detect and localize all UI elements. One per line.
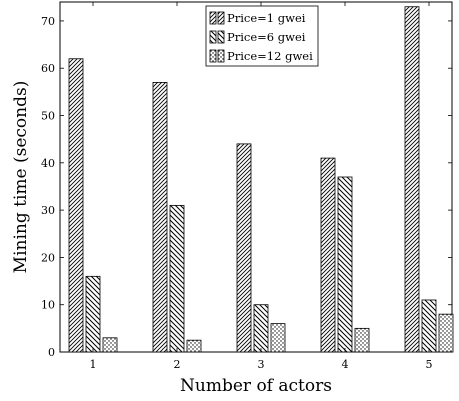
y-axis-ticks: 0 10 20 30 40 50 60 70 [41,15,452,359]
x-axis-title: Number of actors [180,376,332,396]
bar-3-cat-3 [270,323,286,353]
y-tick-label: 10 [41,299,55,312]
legend-swatch-1 [209,11,217,25]
bar-3-cat-1 [102,337,118,353]
bar-3-cat-5 [438,313,454,353]
bar-1-cat-3 [236,143,252,353]
bar-2-cat-4 [337,176,353,353]
bar-1-cat-1 [68,58,84,353]
y-tick-label: 50 [41,110,55,123]
legend-swatch-2b [217,30,225,44]
bar-2-cat-2 [169,204,185,353]
y-tick-label: 0 [48,346,55,359]
legend-label-2: Price=6 gwei [227,30,306,44]
legend-label-3: Price=12 gwei [227,49,313,63]
legend: Price=1 gwei Price=6 gwei Price=12 gwei [205,5,319,67]
y-tick-label: 40 [41,157,55,170]
bar-2-cat-5 [421,299,437,353]
x-axis-ticks: 1 2 3 4 5 [90,2,433,371]
x-tick-label: 3 [258,358,265,371]
bar-3-cat-2 [186,339,202,353]
plot-area: 0 10 20 30 40 50 60 70 1 2 3 4 5 [41,1,454,371]
legend-swatch-1b [217,11,225,25]
bar-1-cat-5 [404,6,420,353]
y-tick-label: 20 [41,251,55,264]
bar-2-cat-1 [85,275,101,353]
bar-1-cat-4 [320,157,336,353]
x-tick-label: 4 [342,358,349,371]
y-tick-label: 70 [41,15,55,28]
y-axis-title: Mining time (seconds) [11,81,31,274]
x-tick-label: 2 [174,358,181,371]
legend-box [205,5,319,67]
bar-1-cat-2 [152,82,168,353]
y-tick-label: 60 [41,62,55,75]
x-tick-label: 1 [90,358,97,371]
bar-3-cat-4 [354,327,370,353]
bars-group [68,6,454,353]
bar-2-cat-3 [253,304,269,353]
legend-swatch-3 [209,49,217,63]
y-tick-label: 30 [41,204,55,217]
legend-swatch-2 [209,30,217,44]
legend-label-1: Price=1 gwei [227,11,306,25]
legend-swatch-3b [217,49,225,63]
x-tick-label: 5 [426,358,433,371]
